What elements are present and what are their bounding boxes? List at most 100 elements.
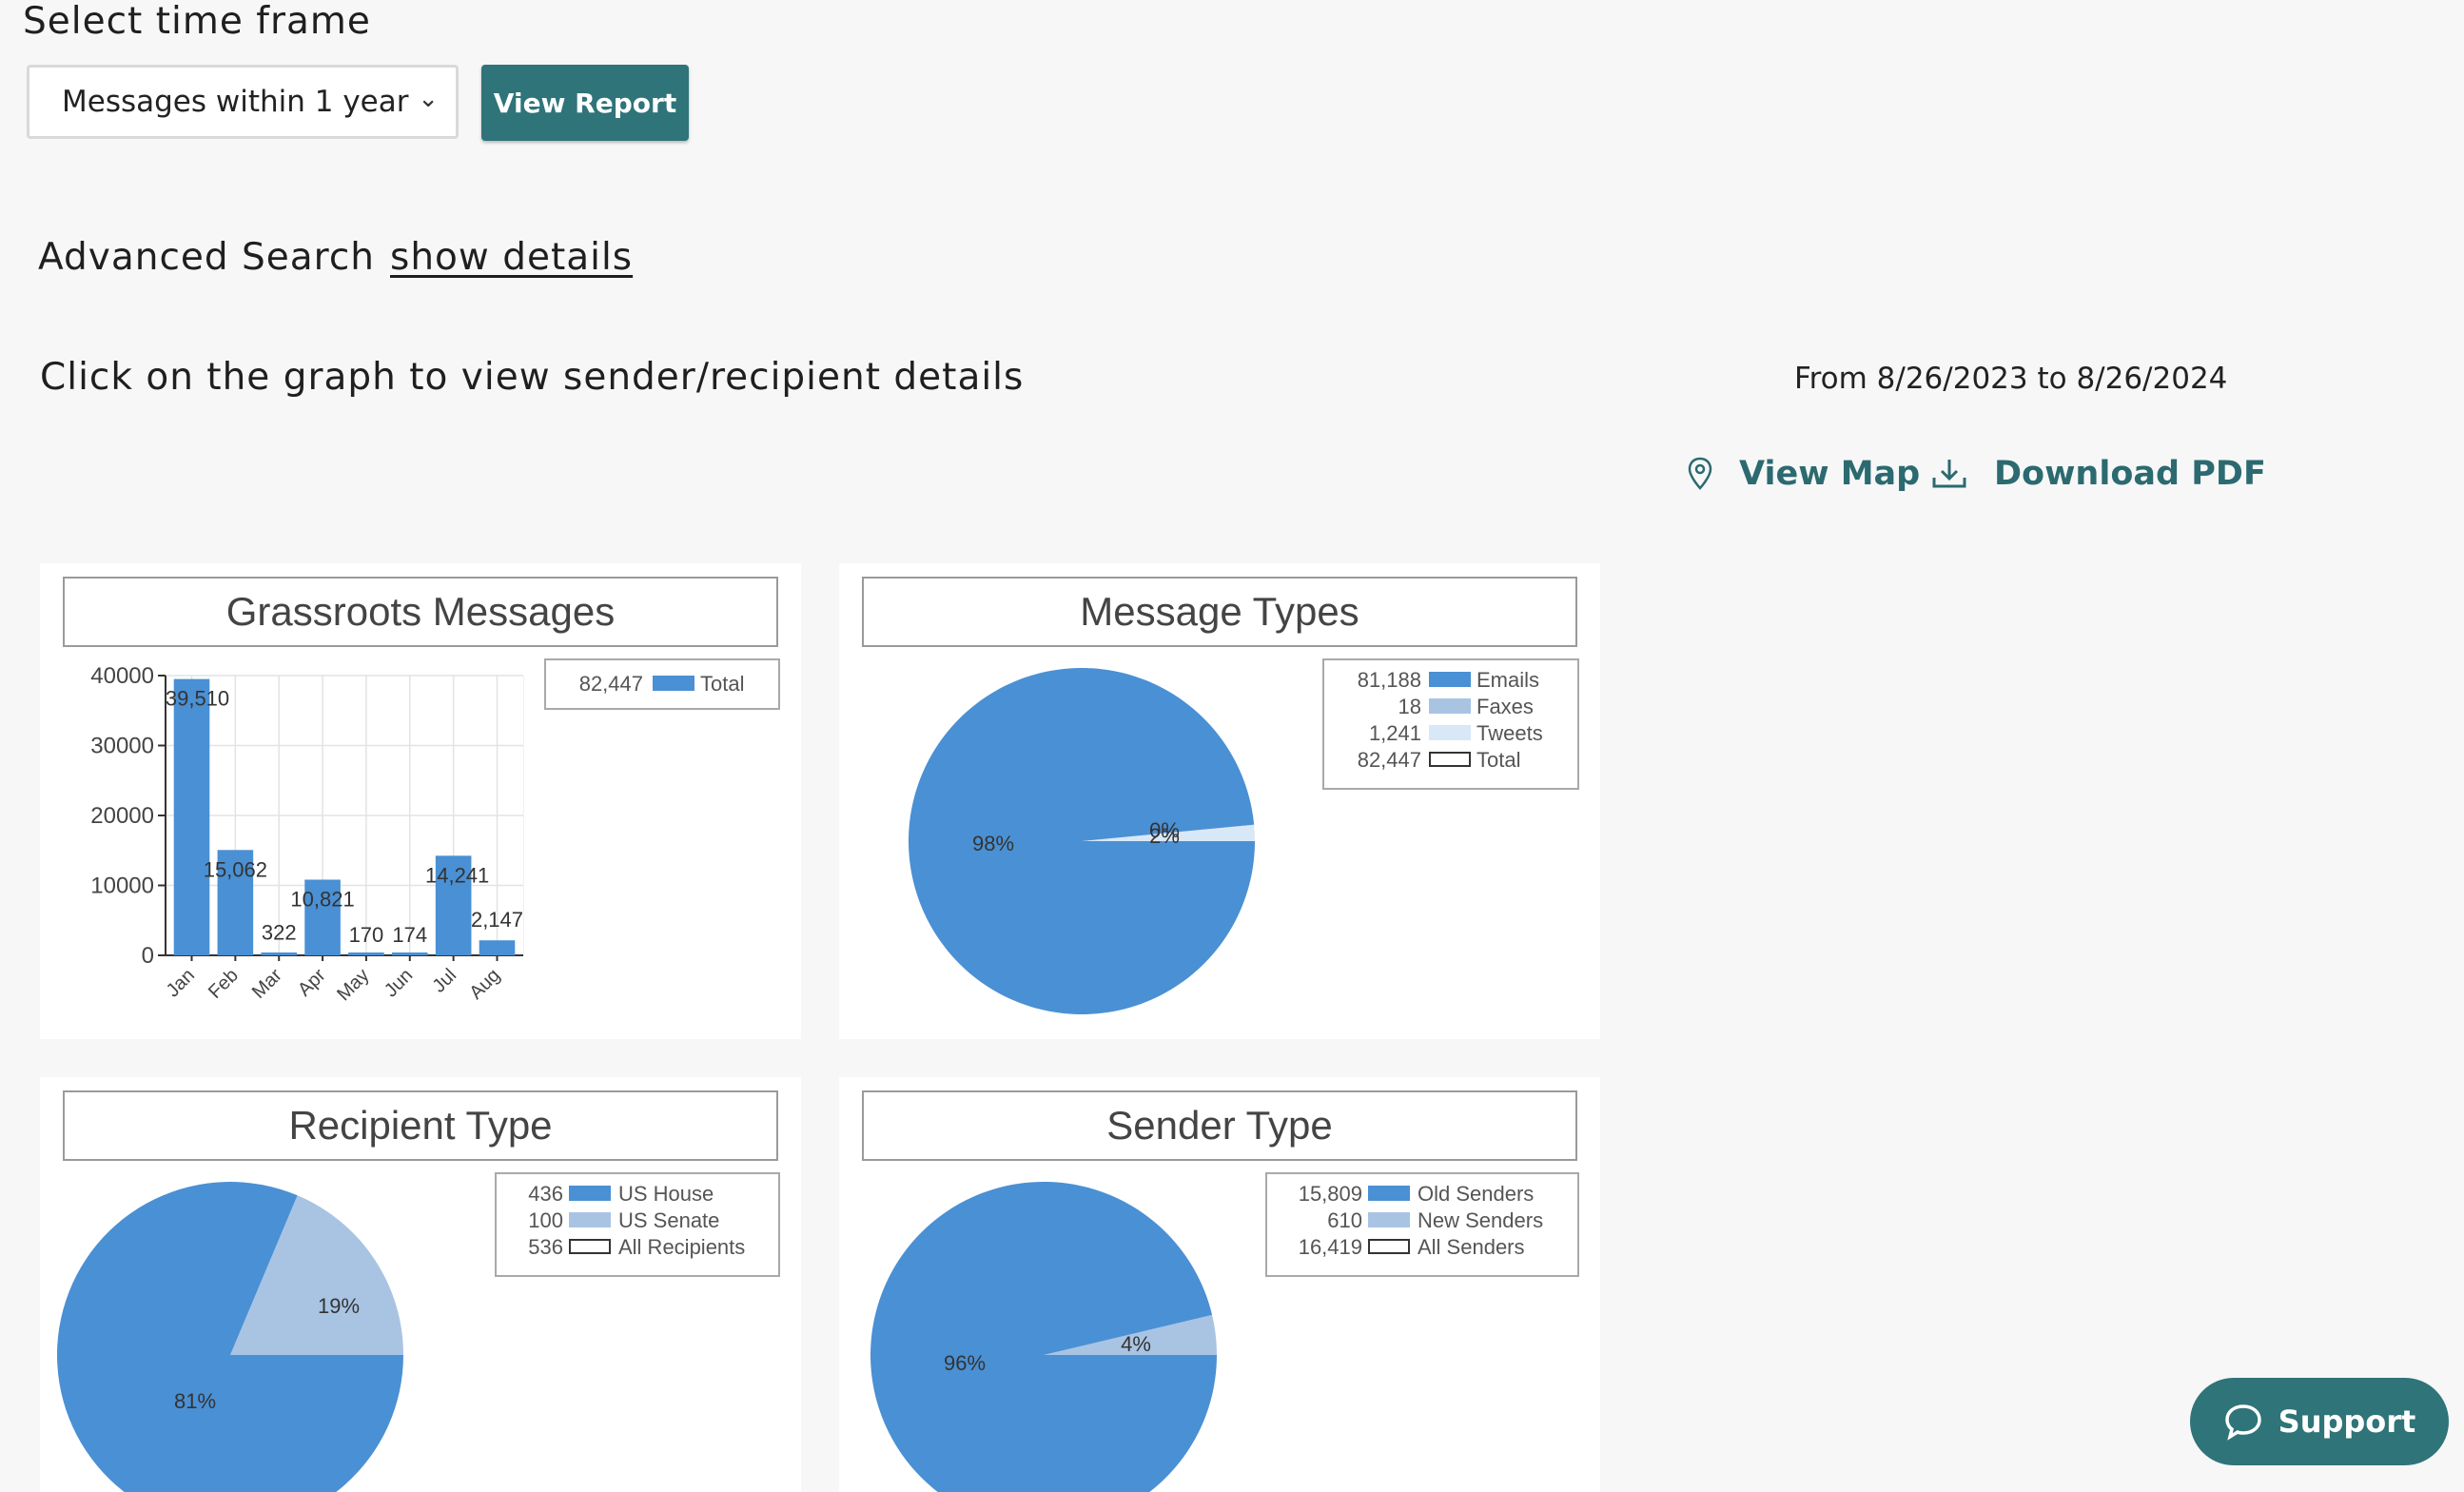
support-label: Support <box>2278 1404 2416 1440</box>
chat-bubble-icon <box>2224 1404 2261 1441</box>
map-pin-icon <box>1688 457 1712 490</box>
x-tick-label: Apr <box>294 965 330 1001</box>
legend-value: 81,188 <box>1357 668 1421 692</box>
data-label: 10,821 <box>290 887 354 911</box>
legend-swatch <box>1429 752 1471 767</box>
pie-slice <box>57 1182 403 1492</box>
sender-type-legend: 15,809 Old Senders 610 New Senders 16,41… <box>1265 1172 1579 1277</box>
y-tick-label: 30000 <box>90 734 154 759</box>
message-types-pie-chart[interactable]: 2%0% 98% <box>839 563 1600 1039</box>
x-tick-label: Jun <box>381 965 417 1001</box>
slice-label: 2% <box>1149 824 1180 848</box>
legend-name: Total <box>1476 748 1521 772</box>
timeframe-select-value: Messages within 1 year <box>62 85 409 119</box>
legend-swatch <box>1368 1186 1410 1201</box>
bar <box>173 678 210 955</box>
x-tick-label: Feb <box>205 965 243 1003</box>
legend-name: Faxes <box>1476 695 1534 718</box>
y-tick-label: 10000 <box>90 874 154 899</box>
recipient-type-legend: 436 US House 100 US Senate 536 All Recip… <box>495 1172 780 1277</box>
sender-type-pie-chart[interactable]: 4% 96% <box>839 1077 1600 1492</box>
show-details-link[interactable]: show details <box>390 236 634 279</box>
recipient-type-pie-chart[interactable]: 19% 81% <box>40 1077 801 1492</box>
legend-value: 15,809 <box>1298 1182 1362 1206</box>
download-pdf-link[interactable]: Download PDF <box>1931 455 2266 493</box>
legend-name: US Senate <box>618 1208 720 1232</box>
legend-swatch <box>1429 698 1471 714</box>
message-types-chart-title: Message Types <box>862 577 1577 647</box>
download-icon <box>1932 460 1966 488</box>
download-pdf-label: Download PDF <box>1994 455 2266 493</box>
legend-name: US House <box>618 1182 714 1206</box>
date-range: From 8/26/2023 to 8/26/2024 <box>1794 362 2228 396</box>
legend-swatch <box>569 1212 611 1227</box>
view-report-button[interactable]: View Report <box>481 65 689 141</box>
legend-value: 16,419 <box>1298 1235 1362 1259</box>
legend-name: New Senders <box>1418 1208 1544 1232</box>
data-label: 15,062 <box>204 857 267 881</box>
recipient-type-chart-title: Recipient Type <box>63 1090 778 1161</box>
x-tick-label: Jan <box>163 965 199 1001</box>
legend-name: All Recipients <box>618 1235 746 1259</box>
pie-slice <box>1082 824 1255 841</box>
pie-slice <box>1044 1314 1217 1355</box>
legend-value: 18 <box>1398 695 1421 718</box>
sender-type-chart-panel[interactable]: Sender Type 4% 96% 15,809 Old Senders 610… <box>839 1077 1600 1492</box>
legend-swatch <box>569 1239 611 1254</box>
legend-value: 82,447 <box>1357 748 1421 772</box>
y-tick-label: 40000 <box>90 663 154 689</box>
slice-label: 0% <box>1149 818 1180 842</box>
legend-swatch <box>653 676 694 691</box>
legend-value: 610 <box>1327 1208 1362 1232</box>
pie-slice <box>870 1182 1217 1492</box>
data-label: 2,147 <box>471 908 523 932</box>
timeframe-select[interactable]: Messages within 1 year ⌄ <box>27 65 459 139</box>
view-map-link[interactable]: View Map <box>1688 455 1920 493</box>
bar <box>217 850 254 955</box>
bar <box>261 952 298 955</box>
bar <box>348 952 384 955</box>
grassroots-chart-title: Grassroots Messages <box>63 577 778 647</box>
legend-value: 82,447 <box>578 672 643 696</box>
data-label: 322 <box>262 921 297 945</box>
legend-value: 536 <box>528 1235 563 1259</box>
x-tick-label: Jul <box>429 965 461 997</box>
grassroots-chart-panel[interactable]: Grassroots Messages 0 10000 20000 30000 4000… <box>40 563 801 1039</box>
x-tick-label: Mar <box>248 965 286 1003</box>
chevron-down-icon: ⌄ <box>418 85 439 113</box>
legend-swatch <box>1429 725 1471 740</box>
message-types-legend: 81,188 Emails 18 Faxes 1,241 Tweets 82,4… <box>1322 658 1579 790</box>
pie-slice <box>1082 824 1255 841</box>
data-label: 174 <box>392 923 427 947</box>
slice-label: 4% <box>1121 1332 1151 1356</box>
legend-name: Total <box>700 672 745 696</box>
legend-swatch <box>569 1186 611 1201</box>
bar <box>435 855 472 955</box>
message-types-chart-panel[interactable]: Message Types 2% 0% 98% 81,188 Emails 18 F… <box>839 563 1600 1039</box>
plot-border <box>523 676 524 955</box>
pie-slice <box>230 1195 403 1355</box>
slice-label: 81% <box>174 1389 216 1413</box>
view-map-label: View Map <box>1739 455 1921 493</box>
slice-label: 96% <box>944 1351 986 1375</box>
legend-swatch <box>1429 672 1471 687</box>
recipient-type-chart-panel[interactable]: Recipient Type 19% 81% 436 US House 100 U… <box>40 1077 801 1492</box>
bar <box>479 940 516 955</box>
legend-swatch <box>1368 1239 1410 1254</box>
instruction-text: Click on the graph to view sender/recipi… <box>40 356 1025 399</box>
data-label: 14,241 <box>425 863 489 887</box>
legend-value: 100 <box>528 1208 563 1232</box>
y-tick-label: 20000 <box>90 803 154 829</box>
bar <box>304 879 341 955</box>
legend-swatch <box>1368 1212 1410 1227</box>
data-label: 39,510 <box>166 687 229 711</box>
grassroots-bar-chart[interactable]: 0 10000 20000 30000 40000 39,510 Jan 15,062 Feb 3… <box>40 563 801 1039</box>
data-label: 170 <box>349 923 384 947</box>
legend-name: Emails <box>1476 668 1540 692</box>
bar <box>391 952 428 955</box>
legend-value: 1,241 <box>1368 721 1421 745</box>
y-tick-label: 0 <box>142 943 154 969</box>
legend-name: All Senders <box>1418 1235 1525 1259</box>
legend-name: Old Senders <box>1418 1182 1535 1206</box>
support-button[interactable]: Support <box>2190 1378 2449 1465</box>
